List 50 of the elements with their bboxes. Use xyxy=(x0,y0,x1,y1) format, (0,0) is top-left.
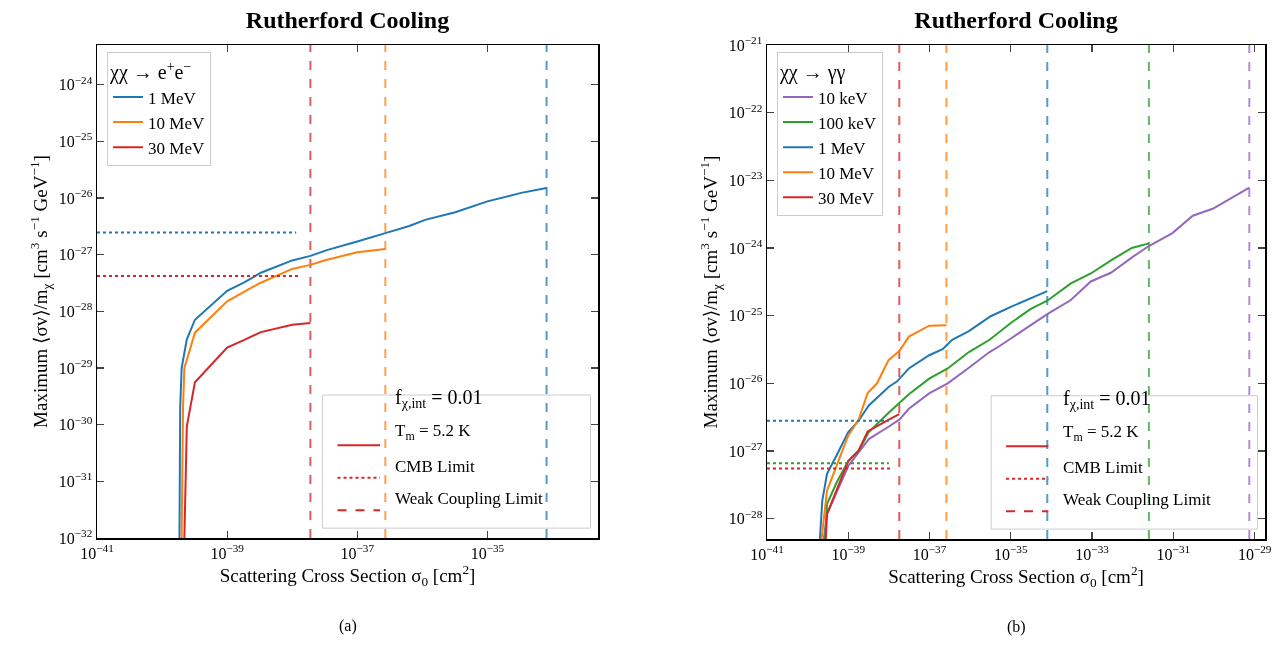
y-tick-label: 10$^{−24}$ xyxy=(58,73,93,94)
legend-title: χχ → e$^{+}$e$^{−}$ xyxy=(109,58,192,85)
annotation: T$_{m}$ = 5.2 K xyxy=(1063,422,1140,444)
y-tick-label: 10$^{−28}$ xyxy=(728,507,763,528)
x-tick-label: 10$^{−39}$ xyxy=(831,542,866,563)
y-tick-label: 10$^{−26}$ xyxy=(728,372,763,392)
y-tick-label: 10$^{−25}$ xyxy=(58,130,93,150)
annotation: Weak Coupling Limit xyxy=(395,489,544,508)
legend-label: 1 MeV xyxy=(817,138,867,158)
x-tick-label: 10$^{−33}$ xyxy=(1075,542,1110,563)
x-tick-label: 10$^{−37}$ xyxy=(340,541,375,562)
legend-label: 30 MeV xyxy=(148,138,205,158)
x-tick-label: 10$^{−31}$ xyxy=(1156,542,1191,563)
y-tick-label: 10$^{−23}$ xyxy=(728,169,763,189)
legend-label: 10 MeV xyxy=(817,163,875,183)
x-tick-label: 10$^{−37}$ xyxy=(912,542,947,563)
x-tick-label: 10$^{−41}$ xyxy=(750,542,784,563)
legend-label: 10 MeV xyxy=(148,113,205,133)
annotation: f$_{χ,int}$ = 0.01 xyxy=(395,386,483,412)
y-tick-label: 10$^{−31}$ xyxy=(58,470,93,490)
y-tick-label: 10$^{−29}$ xyxy=(58,356,93,377)
y-tick-label: 10$^{−30}$ xyxy=(58,413,93,434)
annotation: T$_{m}$ = 5.2 K xyxy=(395,421,472,443)
text: (a) xyxy=(339,617,357,635)
annotation: Weak Coupling Limit xyxy=(1063,490,1212,509)
x-axis-title: Scattering Cross Section σ$_{0}$ [cm$^{2}$] xyxy=(219,561,476,589)
legend-title: χχ → γγ xyxy=(778,61,846,85)
text: (b) xyxy=(1007,618,1026,636)
y-tick-label: 10$^{−22}$ xyxy=(728,101,763,122)
y-tick-label: 10$^{−26}$ xyxy=(58,186,93,207)
x-tick-label: 10$^{−35}$ xyxy=(470,541,505,562)
legend-label: 30 MeV xyxy=(817,188,875,208)
y-tick-label: 10$^{−21}$ xyxy=(728,33,763,54)
annotation: CMB Limit xyxy=(1063,458,1144,477)
annotation: CMB Limit xyxy=(395,457,476,476)
y-tick-label: 10$^{−28}$ xyxy=(58,300,93,320)
legend-label: 1 MeV xyxy=(148,88,197,108)
x-axis-title: Scattering Cross Section σ$_{0}$ [cm$^{2}$] xyxy=(888,562,1144,590)
legend-label: 10 keV xyxy=(817,88,869,108)
y-tick-label: 10$^{−27}$ xyxy=(58,243,93,264)
x-tick-label: 10$^{−29}$ xyxy=(1237,542,1272,563)
chart-title: Rutherford Cooling xyxy=(914,7,1118,34)
legend-label: 100 keV xyxy=(817,113,877,133)
x-tick-label: 10$^{−39}$ xyxy=(210,541,245,562)
annotation: f$_{χ,int}$ = 0.01 xyxy=(1063,387,1151,413)
x-tick-label: 10$^{−35}$ xyxy=(994,542,1028,563)
chart-title: Rutherford Cooling xyxy=(245,7,450,34)
y-tick-label: 10$^{−24}$ xyxy=(728,236,763,257)
y-tick-label: 10$^{−27}$ xyxy=(728,439,763,460)
y-tick-label: 10$^{−25}$ xyxy=(728,304,763,325)
